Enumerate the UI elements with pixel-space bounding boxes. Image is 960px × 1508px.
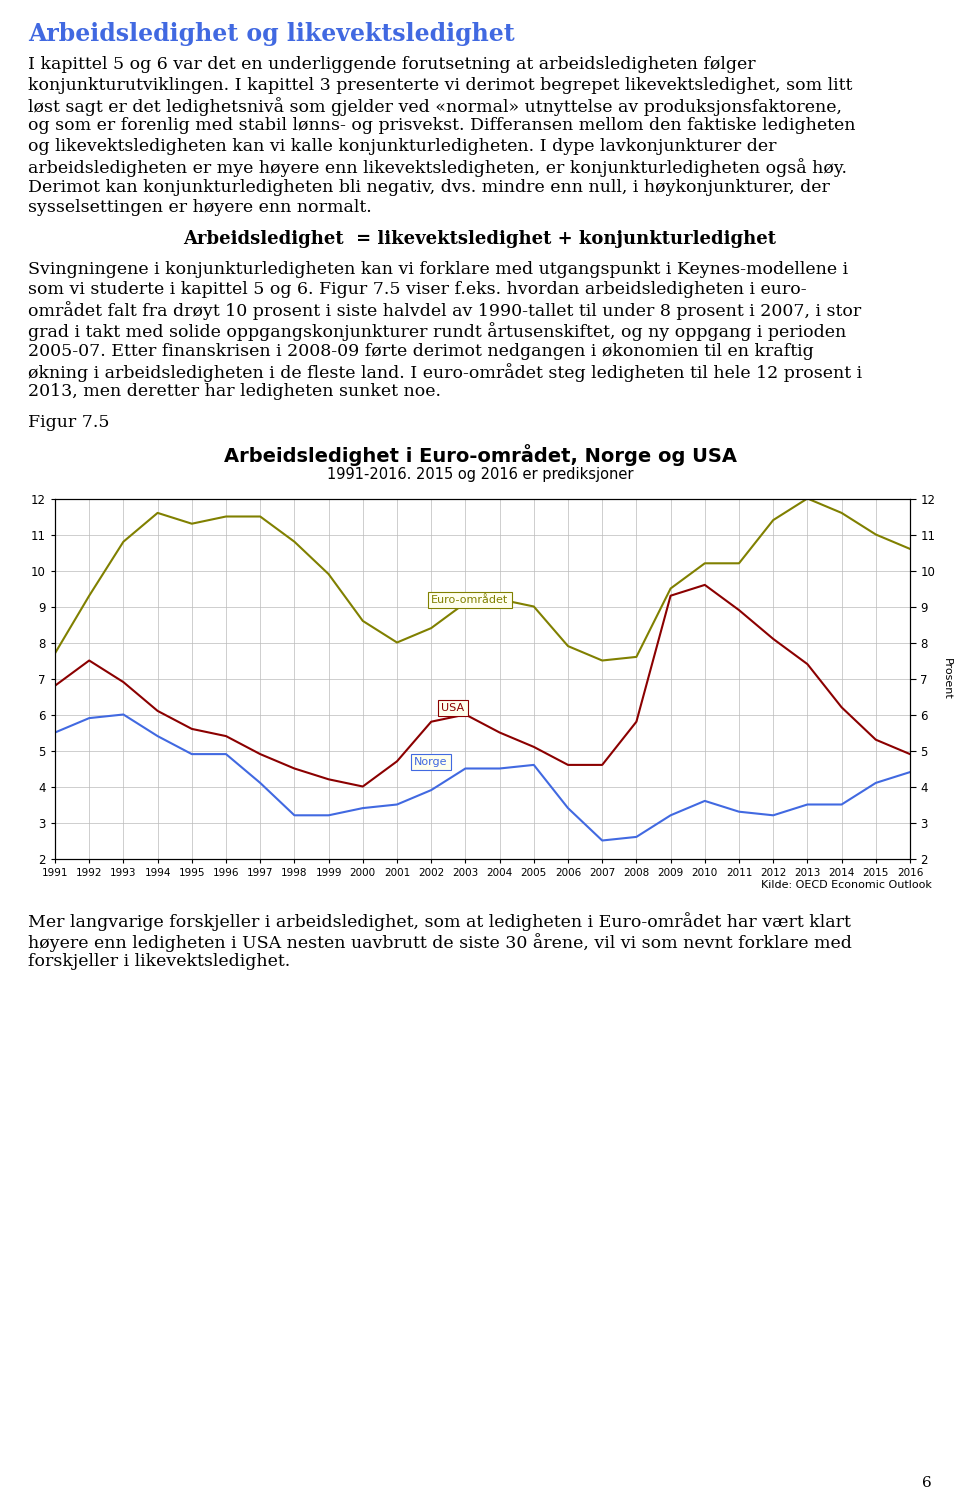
- Text: sysselsettingen er høyere enn normalt.: sysselsettingen er høyere enn normalt.: [28, 199, 372, 217]
- Text: konjunkturutviklingen. I kapittel 3 presenterte vi derimot begrepet likevektsled: konjunkturutviklingen. I kapittel 3 pres…: [28, 77, 852, 93]
- Text: Mer langvarige forskjeller i arbeidsledighet, som at ledigheten i Euro-området h: Mer langvarige forskjeller i arbeidsledi…: [28, 912, 851, 932]
- Text: høyere enn ledigheten i USA nesten uavbrutt de siste 30 årene, vil vi som nevnt : høyere enn ledigheten i USA nesten uavbr…: [28, 933, 852, 952]
- Text: forskjeller i likevektsledighet.: forskjeller i likevektsledighet.: [28, 953, 290, 971]
- Text: løst sagt er det ledighetsnivå som gjelder ved «normal» utnyttelse av produksjon: løst sagt er det ledighetsnivå som gjeld…: [28, 97, 842, 116]
- Text: 2013, men deretter har ledigheten sunket noe.: 2013, men deretter har ledigheten sunket…: [28, 383, 441, 401]
- Text: Arbeidsledighet  = likevektsledighet + konjunkturledighet: Arbeidsledighet = likevektsledighet + ko…: [183, 231, 777, 247]
- Text: Euro-området: Euro-området: [431, 594, 509, 605]
- Text: og likevektsledigheten kan vi kalle konjunkturledigheten. I dype lavkonjunkturer: og likevektsledigheten kan vi kalle konj…: [28, 139, 777, 155]
- Text: Kilde: OECD Economic Outlook: Kilde: OECD Economic Outlook: [761, 881, 932, 891]
- Text: USA: USA: [442, 703, 465, 713]
- Text: økning i arbeidsledigheten i de fleste land. I euro-området steg ledigheten til : økning i arbeidsledigheten i de fleste l…: [28, 363, 862, 382]
- Text: og som er forenlig med stabil lønns- og prisvekst. Differansen mellom den faktis: og som er forenlig med stabil lønns- og …: [28, 118, 855, 134]
- Text: Derimot kan konjunkturledigheten bli negativ, dvs. mindre enn null, i høykonjunk: Derimot kan konjunkturledigheten bli neg…: [28, 179, 829, 196]
- Text: arbeidsledigheten er mye høyere enn likevektsledigheten, er konjunkturledigheten: arbeidsledigheten er mye høyere enn like…: [28, 158, 847, 178]
- Text: Figur 7.5: Figur 7.5: [28, 415, 109, 431]
- Text: området falt fra drøyt 10 prosent i siste halvdel av 1990-tallet til under 8 pro: området falt fra drøyt 10 prosent i sist…: [28, 302, 861, 320]
- Text: grad i takt med solide oppgangskonjunkturer rundt årtusenskiftet, og ny oppgang : grad i takt med solide oppgangskonjunktu…: [28, 323, 847, 341]
- Text: Svingningene i konjunkturledigheten kan vi forklare med utgangspunkt i Keynes-mo: Svingningene i konjunkturledigheten kan …: [28, 261, 848, 277]
- Text: I kapittel 5 og 6 var det en underliggende forutsetning at arbeidsledigheten føl: I kapittel 5 og 6 var det en underliggen…: [28, 56, 756, 72]
- Text: Arbeidsledighet i Euro-området, Norge og USA: Arbeidsledighet i Euro-området, Norge og…: [224, 445, 736, 466]
- Text: 2005-07. Etter finanskrisen i 2008-09 førte derimot nedgangen i økonomien til en: 2005-07. Etter finanskrisen i 2008-09 fø…: [28, 342, 814, 359]
- Text: som vi studerte i kapittel 5 og 6. Figur 7.5 viser f.eks. hvordan arbeidsledighe: som vi studerte i kapittel 5 og 6. Figur…: [28, 280, 806, 299]
- Text: 6: 6: [923, 1476, 932, 1490]
- Text: 1991-2016. 2015 og 2016 er prediksjoner: 1991-2016. 2015 og 2016 er prediksjoner: [326, 466, 634, 481]
- Y-axis label: Prosent: Prosent: [942, 657, 952, 700]
- Text: Arbeidsledighet og likevektsledighet: Arbeidsledighet og likevektsledighet: [28, 23, 515, 47]
- Text: Norge: Norge: [414, 757, 447, 768]
